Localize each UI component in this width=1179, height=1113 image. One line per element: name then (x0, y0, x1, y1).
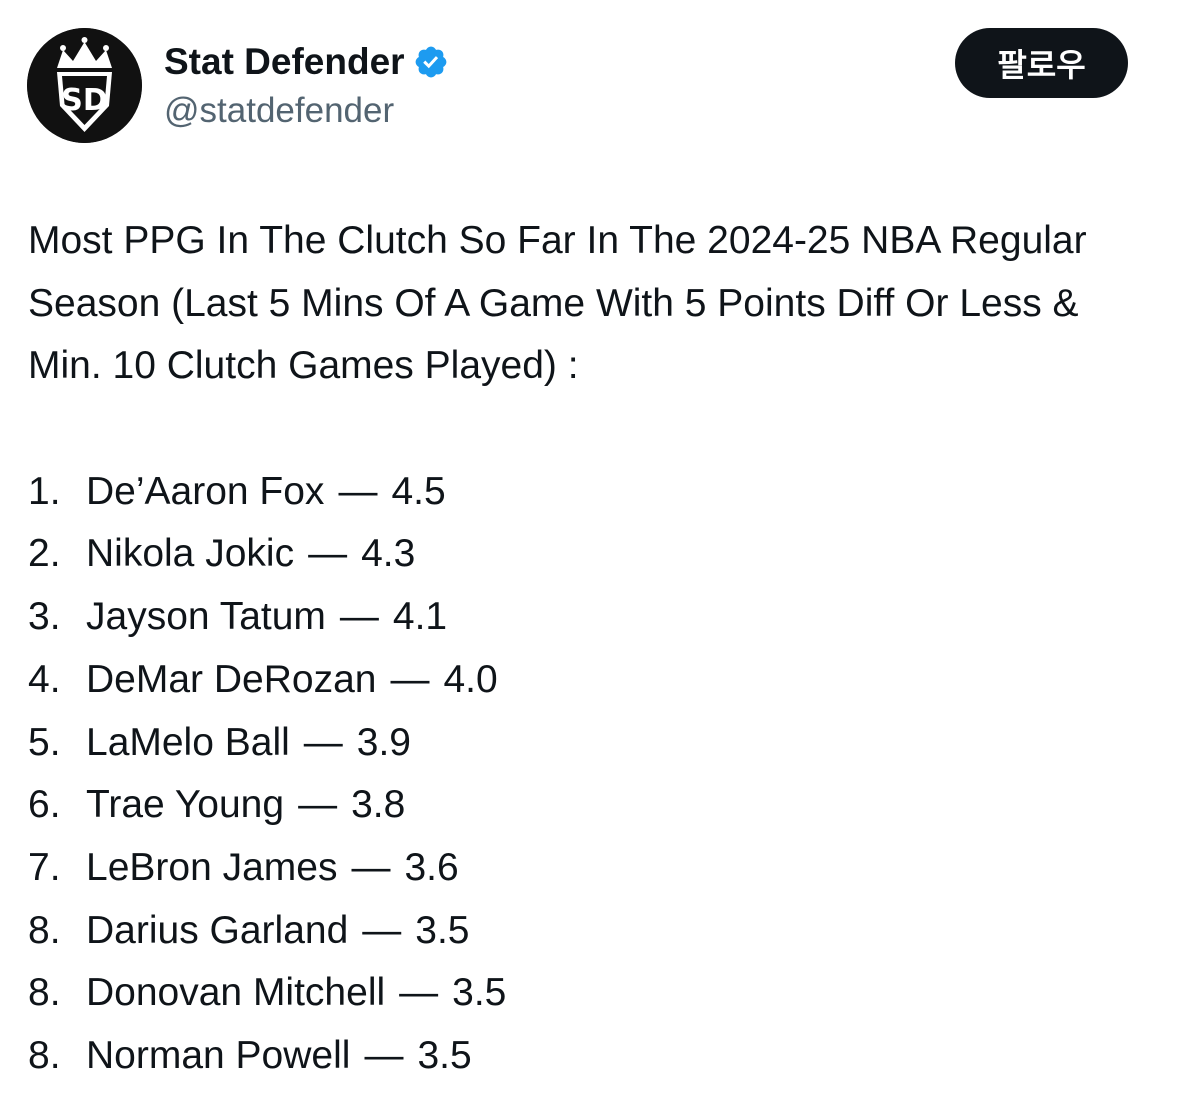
player-name: Trae Young (86, 783, 285, 827)
list-item: 8. Donovan Mitchell — 3.5 (28, 962, 1148, 1025)
ppg-value: 4.1 (392, 595, 448, 639)
rank-number: 3. (28, 595, 61, 639)
ppg-value: 3.5 (417, 1033, 472, 1077)
tweet-header: SD Stat Defender @statdefender 팔로우 (27, 28, 1128, 144)
player-name: Jayson Tatum (86, 595, 326, 639)
follow-button[interactable]: 팔로우 (955, 28, 1128, 98)
ppg-value: 4.3 (361, 532, 416, 576)
list-item: 6. Trae Young — 3.8 (28, 774, 1148, 837)
rank-number: 7. (28, 845, 61, 889)
ppg-value: 3.8 (351, 783, 406, 827)
player-name: Nikola Jokic (86, 532, 295, 576)
rank-number: 1. (28, 469, 61, 513)
rank-number: 4. (28, 657, 61, 701)
rank-number: 8. (28, 971, 61, 1015)
list-item: 1. De’Aaron Fox — 4.5 (28, 461, 1148, 524)
ppg-value: 3.5 (452, 971, 507, 1015)
crown-sd-logo-icon: SD (27, 28, 142, 143)
rank-number: 5. (28, 720, 61, 764)
ppg-value: 3.5 (415, 908, 470, 952)
player-name: DeMar DeRozan (86, 657, 377, 701)
separator-dash: — (399, 971, 439, 1015)
separator-dash: — (364, 1033, 404, 1077)
list-item: 7. LeBron James — 3.6 (28, 837, 1148, 900)
rank-number: 8. (28, 1033, 61, 1077)
rank-number: 8. (28, 908, 61, 952)
separator-dash: — (298, 783, 338, 827)
ppg-value: 3.9 (356, 720, 411, 764)
avatar-initials: SD (61, 83, 108, 118)
ppg-value: 4.0 (443, 657, 498, 701)
ppg-value: 3.6 (404, 845, 459, 889)
user-handle[interactable]: @statdefender (164, 91, 395, 130)
list-item: 2. Nikola Jokic — 4.3 (28, 523, 1148, 586)
tweet-text: Most PPG In The Clutch So Far In The 202… (28, 219, 1087, 388)
ppg-value: 4.5 (391, 469, 446, 513)
list-item: 8. Norman Powell — 3.5 (28, 1025, 1148, 1088)
separator-dash: — (362, 908, 402, 952)
rank-number: 6. (28, 783, 61, 827)
player-name: LeBron James (86, 845, 338, 889)
list-item: 4. DeMar DeRozan — 4.0 (28, 649, 1148, 712)
player-name: De’Aaron Fox (86, 469, 325, 513)
separator-dash: — (351, 845, 391, 889)
player-name: Norman Powell (86, 1033, 351, 1077)
list-item: 8. Darius Garland — 3.5 (28, 900, 1148, 963)
avatar[interactable]: SD (27, 28, 142, 143)
player-name: LaMelo Ball (86, 720, 290, 764)
separator-dash: — (338, 469, 378, 513)
tweet-body: Most PPG In The Clutch So Far In The 202… (28, 210, 1148, 1088)
list-item: 3. Jayson Tatum — 4.1 (28, 586, 1148, 649)
player-name: Donovan Mitchell (86, 971, 386, 1015)
blank-line (28, 398, 1148, 461)
separator-dash: — (303, 720, 343, 764)
separator-dash: — (339, 595, 379, 639)
display-name[interactable]: Stat Defender (164, 41, 405, 82)
name-row: Stat Defender (164, 40, 449, 84)
ranking-list: 1. De’Aaron Fox — 4.5 2. Nikola Jokic — 4.3 3. Ja… (28, 461, 1148, 1088)
list-item: 5. LaMelo Ball — 3.9 (28, 712, 1148, 775)
separator-dash: — (390, 657, 430, 701)
rank-number: 2. (28, 532, 61, 576)
player-name: Darius Garland (86, 908, 349, 952)
separator-dash: — (308, 532, 348, 576)
verified-badge-icon (413, 44, 449, 80)
